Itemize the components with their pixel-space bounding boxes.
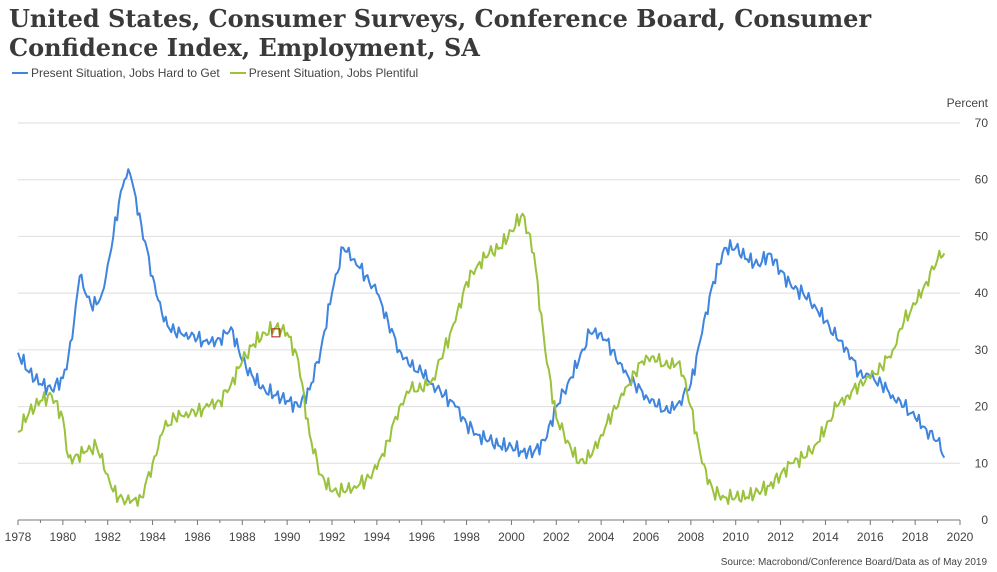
annotation-marker [271, 328, 281, 338]
y-tick-label-40: 40 [975, 286, 989, 300]
x-tick-label-2012: 2012 [767, 530, 794, 544]
x-tick-label-2006: 2006 [633, 530, 660, 544]
x-tick-label-1988: 1988 [229, 530, 256, 544]
annotations [271, 328, 281, 338]
y-tick-label-50: 50 [975, 229, 989, 243]
y-axis: 0 10 20 30 40 50 60 70 Percent [947, 96, 989, 527]
x-tick-label-1992: 1992 [319, 530, 346, 544]
y-axis-title: Percent [947, 96, 989, 110]
x-tick-label-2000: 2000 [498, 530, 525, 544]
legend-label-jobs-hard-to-get: Present Situation, Jobs Hard to Get [31, 66, 220, 80]
x-tick-label-2008: 2008 [678, 530, 705, 544]
x-tick-label-1986: 1986 [184, 530, 211, 544]
legend-label-jobs-plentiful: Present Situation, Jobs Plentiful [248, 66, 419, 80]
legend-item-jobs-hard-to-get: Present Situation, Jobs Hard to Get [12, 66, 220, 80]
y-tick-label-20: 20 [975, 400, 989, 414]
x-tick-label-2020: 2020 [947, 530, 974, 544]
x-tick-label-1980: 1980 [50, 530, 77, 544]
x-tick-label-1994: 1994 [364, 530, 391, 544]
series-line-jobs-hard-to-get [17, 168, 946, 460]
x-tick-label-1990: 1990 [274, 530, 301, 544]
y-tick-label-10: 10 [975, 456, 989, 470]
source-note: Source: Macrobond/Conference Board/Data … [720, 557, 987, 568]
x-tick-label-1998: 1998 [453, 530, 480, 544]
x-tick-label-2004: 2004 [588, 530, 615, 544]
x-tick-label-1984: 1984 [139, 530, 166, 544]
x-tick-label-2002: 2002 [543, 530, 570, 544]
y-tick-label-30: 30 [975, 343, 989, 357]
x-axis: 1978 1980 1982 1984 1986 1988 1990 1992 1994 1996… [5, 519, 974, 544]
y-tick-label-0: 0 [981, 513, 988, 527]
legend-swatch-jobs-hard-to-get [12, 72, 28, 74]
x-tick-label-2018: 2018 [902, 530, 929, 544]
gridlines [18, 122, 960, 464]
x-tick-label-1982: 1982 [94, 530, 121, 544]
legend-item-jobs-plentiful: Present Situation, Jobs Plentiful [229, 66, 419, 80]
x-tick-label-2016: 2016 [857, 530, 884, 544]
series-line-jobs-plentiful [17, 212, 946, 507]
chart-title: United States, Consumer Surveys, Confere… [9, 4, 872, 62]
x-tick-label-1996: 1996 [408, 530, 435, 544]
legend: Present Situation, Jobs Hard to Get Pres… [12, 66, 428, 80]
y-tick-label-70: 70 [975, 116, 989, 130]
x-tick-label-1978: 1978 [5, 530, 32, 544]
series-lines [17, 168, 946, 507]
legend-swatch-jobs-plentiful [229, 72, 246, 74]
y-tick-label-60: 60 [975, 173, 989, 187]
x-tick-label-2010: 2010 [722, 530, 749, 544]
x-tick-label-2014: 2014 [812, 530, 839, 544]
